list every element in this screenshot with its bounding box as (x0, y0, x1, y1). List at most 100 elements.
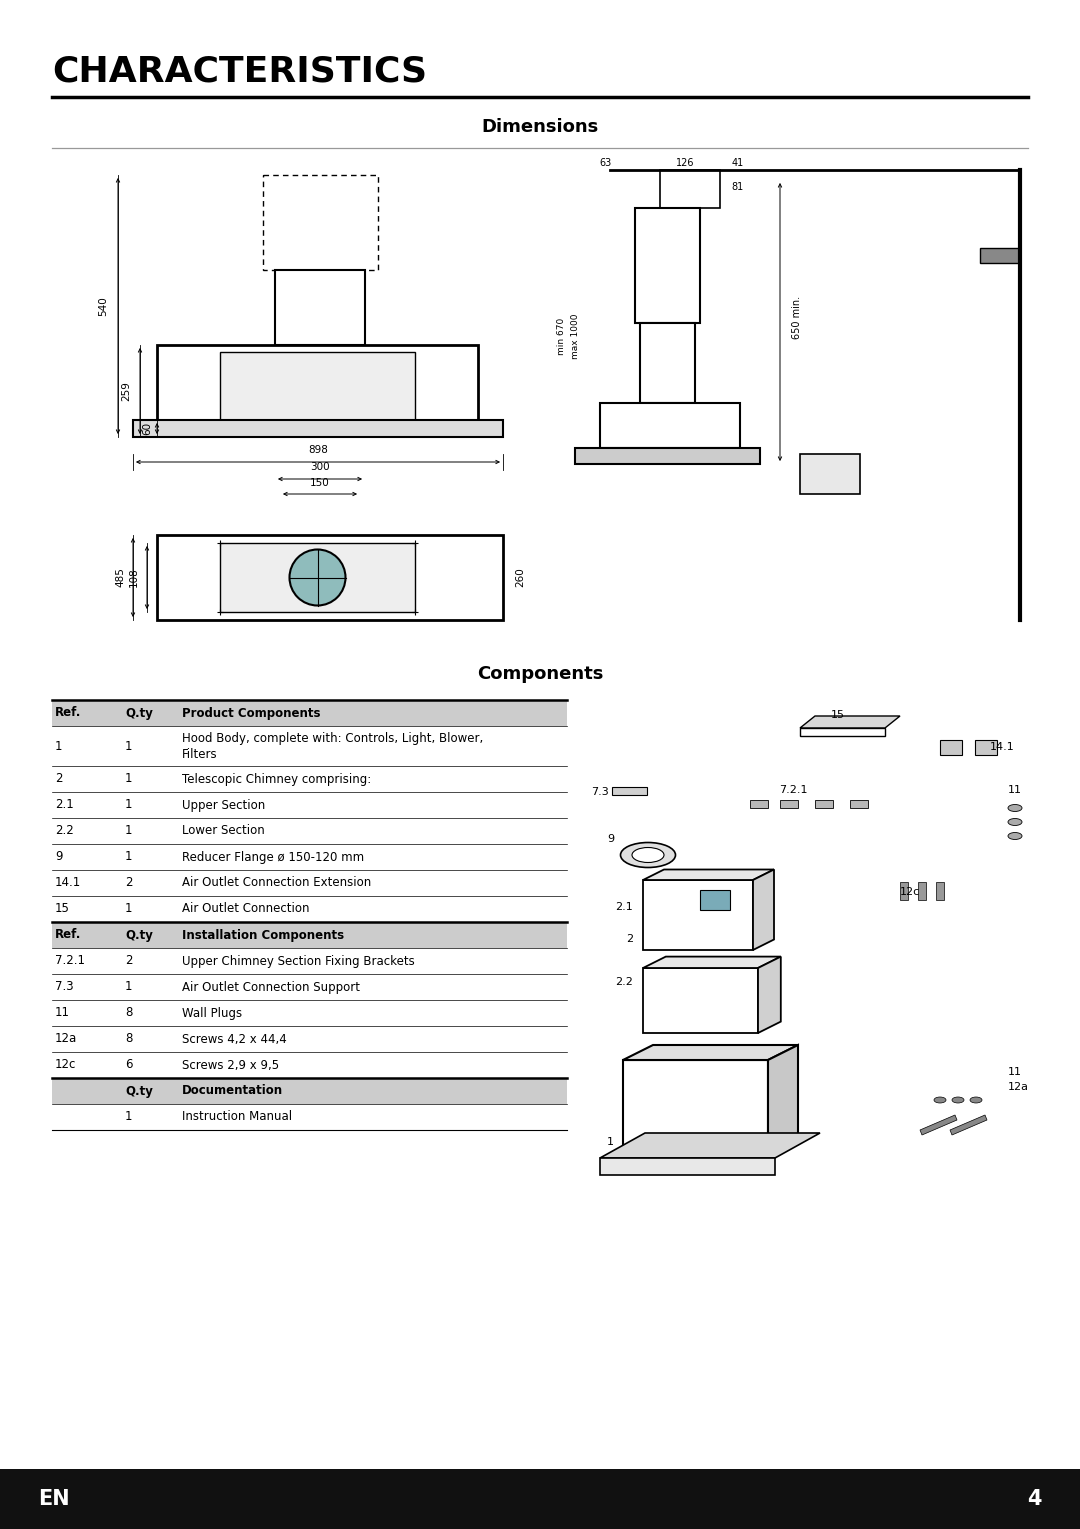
Text: 259: 259 (121, 381, 131, 401)
Text: max 1000: max 1000 (570, 313, 580, 359)
Polygon shape (660, 170, 720, 208)
Polygon shape (600, 1157, 775, 1174)
Polygon shape (623, 1060, 768, 1154)
Text: Screws 4,2 x 44,4: Screws 4,2 x 44,4 (183, 1032, 287, 1046)
Polygon shape (640, 323, 696, 404)
Text: 14.1: 14.1 (990, 742, 1015, 752)
Text: 2.1: 2.1 (55, 798, 73, 812)
Polygon shape (643, 870, 774, 881)
Ellipse shape (1008, 818, 1022, 826)
Text: 2: 2 (55, 772, 63, 786)
Bar (52, 818, 567, 844)
Bar (800, 454, 860, 494)
Text: 1: 1 (125, 902, 133, 916)
Text: 11: 11 (1008, 1067, 1022, 1076)
Text: 7.3: 7.3 (55, 980, 73, 994)
Bar (52, 792, 567, 818)
Text: 9: 9 (55, 850, 63, 864)
Polygon shape (950, 1115, 987, 1135)
Text: 6: 6 (125, 1058, 133, 1072)
Bar (936, 882, 944, 901)
Text: 1: 1 (125, 1110, 133, 1124)
Text: 63: 63 (599, 157, 611, 168)
Text: 898: 898 (308, 445, 328, 456)
Bar (900, 882, 908, 901)
Bar (52, 922, 567, 948)
Text: 12c: 12c (900, 887, 920, 898)
Text: 1: 1 (125, 824, 133, 838)
Bar (52, 1104, 567, 1130)
Text: 60: 60 (141, 422, 152, 436)
Text: 1: 1 (125, 740, 133, 752)
Text: Upper Section: Upper Section (183, 798, 266, 812)
Polygon shape (850, 800, 868, 807)
Text: 7.3: 7.3 (591, 787, 609, 797)
Text: 1: 1 (125, 850, 133, 864)
Text: Documentation: Documentation (183, 1084, 283, 1098)
Text: 4: 4 (1027, 1489, 1042, 1509)
Text: Instruction Manual: Instruction Manual (183, 1110, 292, 1124)
Text: 2: 2 (125, 954, 133, 968)
Polygon shape (643, 881, 753, 950)
Bar (975, 740, 997, 755)
Text: 11: 11 (55, 1006, 70, 1020)
Text: 2.1: 2.1 (616, 902, 633, 911)
Text: min 670: min 670 (557, 318, 567, 355)
Text: 14.1: 14.1 (55, 876, 81, 890)
Bar (52, 948, 567, 974)
Bar (52, 974, 567, 1000)
Text: 108: 108 (129, 567, 139, 587)
Text: Q.ty: Q.ty (125, 928, 153, 942)
Text: 41: 41 (732, 157, 744, 168)
Text: 650 min.: 650 min. (792, 295, 802, 338)
Ellipse shape (951, 1096, 964, 1102)
Text: 11: 11 (1008, 784, 1022, 795)
Text: Lower Section: Lower Section (183, 824, 265, 838)
Polygon shape (600, 1133, 820, 1157)
Text: 2.2: 2.2 (55, 824, 73, 838)
Text: Screws 2,9 x 9,5: Screws 2,9 x 9,5 (183, 1058, 279, 1072)
Polygon shape (157, 535, 503, 619)
Ellipse shape (970, 1096, 982, 1102)
Bar (52, 1078, 567, 1104)
Text: 1: 1 (125, 798, 133, 812)
Text: Upper Chimney Section Fixing Brackets: Upper Chimney Section Fixing Brackets (183, 954, 415, 968)
Polygon shape (768, 1044, 798, 1154)
Text: 12a: 12a (55, 1032, 78, 1046)
Polygon shape (623, 1044, 798, 1060)
Text: Product Components: Product Components (183, 706, 321, 720)
Text: Dimensions: Dimensions (482, 118, 598, 136)
Text: 1: 1 (55, 740, 63, 752)
Text: 1: 1 (125, 980, 133, 994)
Bar (700, 890, 730, 910)
Polygon shape (753, 870, 774, 950)
Polygon shape (800, 716, 900, 728)
Bar (52, 700, 567, 726)
Polygon shape (600, 404, 740, 448)
Ellipse shape (621, 842, 675, 867)
Text: 540: 540 (98, 297, 108, 317)
Ellipse shape (934, 1096, 946, 1102)
Polygon shape (133, 420, 503, 437)
Text: Ref.: Ref. (55, 928, 81, 942)
Bar (52, 766, 567, 792)
Polygon shape (920, 1115, 957, 1135)
Text: 1: 1 (607, 1138, 615, 1147)
Bar (52, 844, 567, 870)
Text: EN: EN (38, 1489, 69, 1509)
Polygon shape (643, 968, 758, 1034)
Polygon shape (157, 346, 478, 420)
Text: CHARACTERISTICS: CHARACTERISTICS (52, 55, 427, 89)
Polygon shape (220, 352, 415, 420)
Text: Q.ty: Q.ty (125, 706, 153, 720)
Polygon shape (220, 543, 415, 612)
Text: 2: 2 (626, 934, 633, 943)
Ellipse shape (632, 847, 664, 862)
Text: Air Outlet Connection: Air Outlet Connection (183, 902, 310, 916)
Polygon shape (275, 271, 365, 346)
Polygon shape (980, 248, 1020, 263)
Text: 7.2.1: 7.2.1 (55, 954, 85, 968)
Polygon shape (758, 957, 781, 1034)
Text: 15: 15 (831, 709, 845, 720)
Polygon shape (750, 800, 768, 807)
